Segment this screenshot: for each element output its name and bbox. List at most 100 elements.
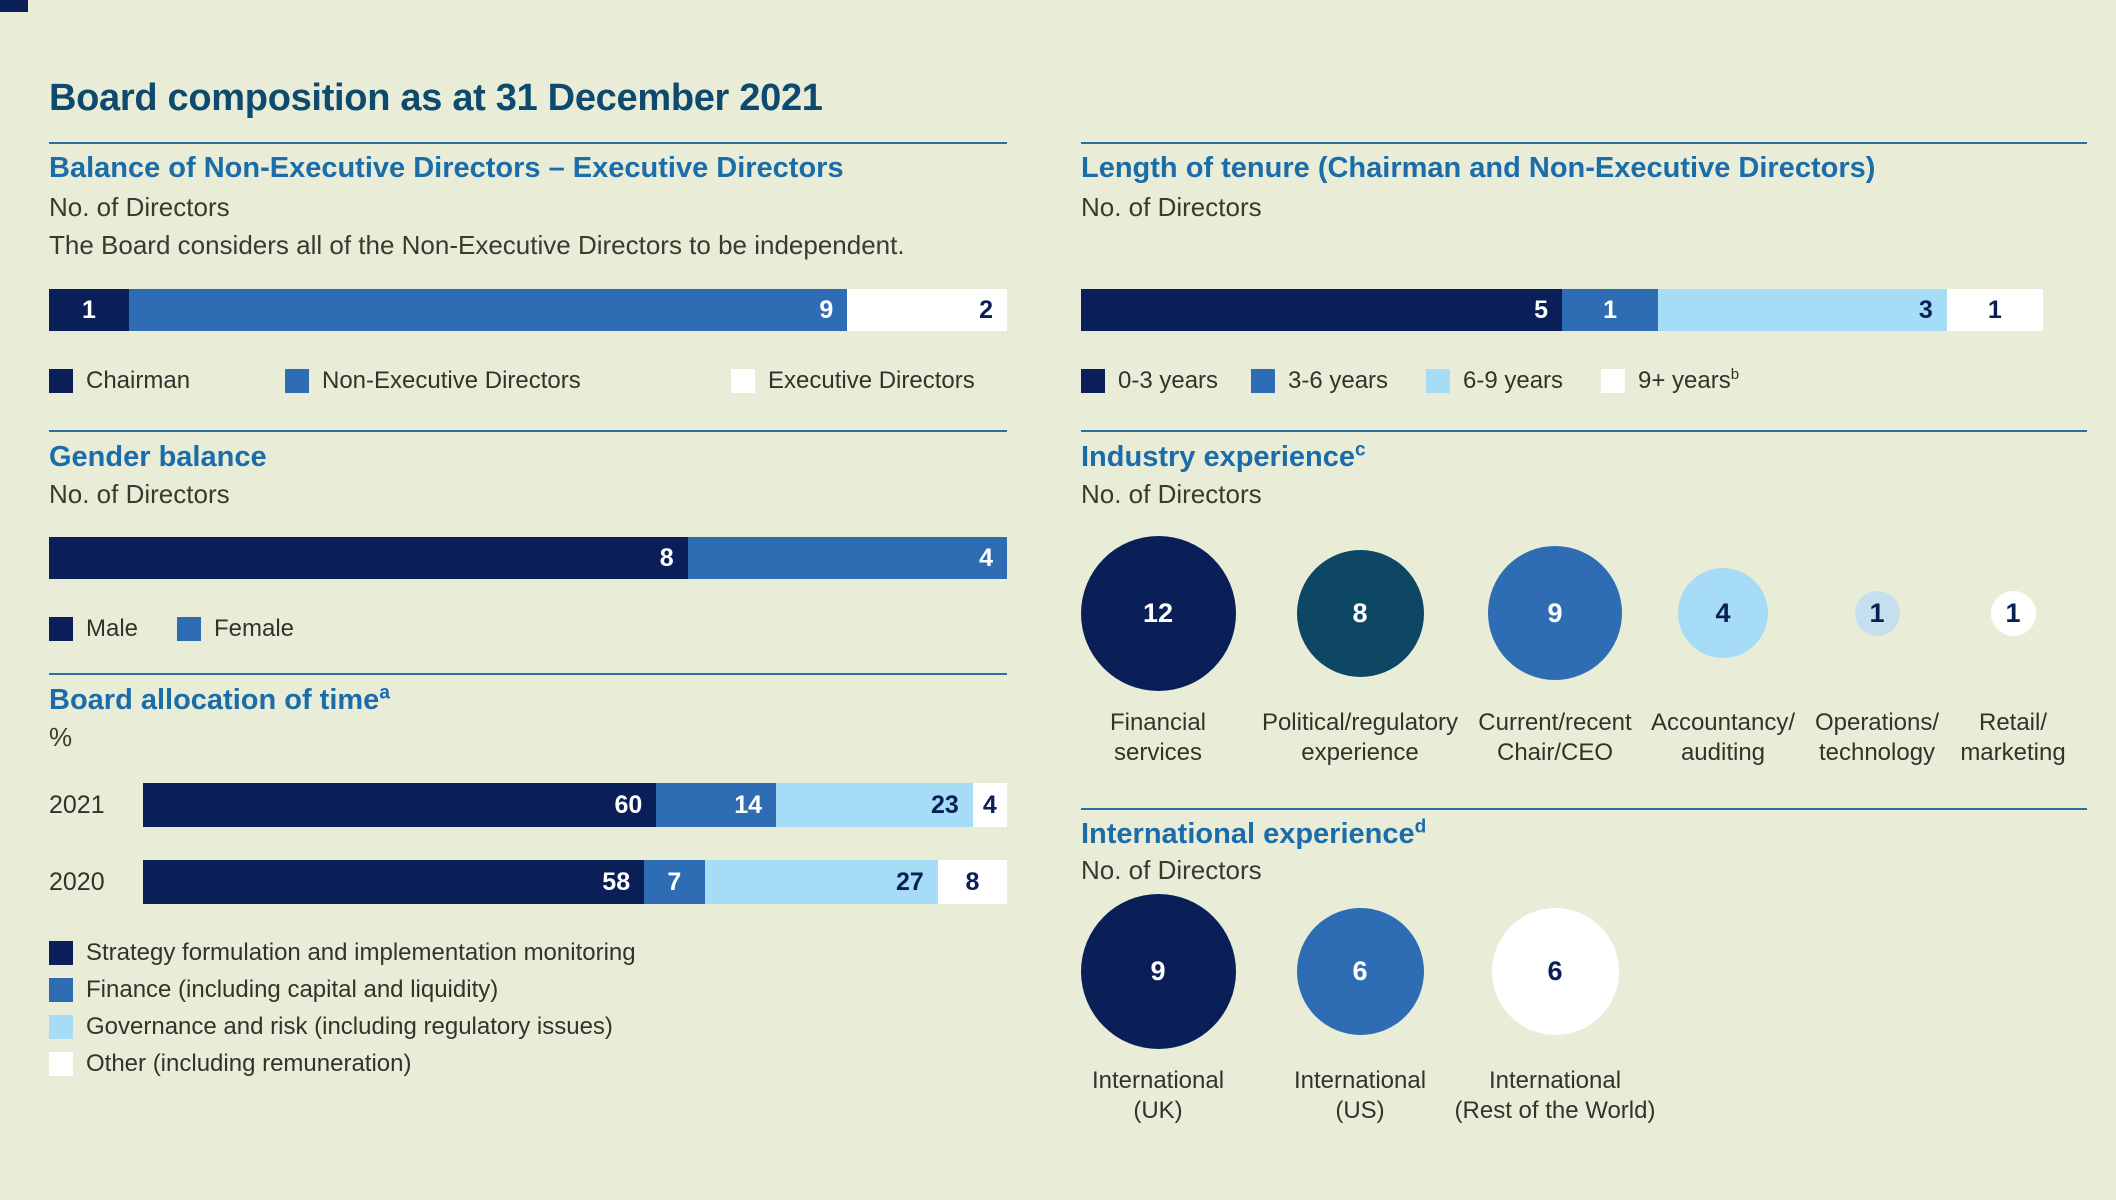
legend-swatch xyxy=(1251,369,1275,393)
balance-legend: Chairman Non-Executive Directors Executive… xyxy=(49,368,1007,394)
tenure-heading-text: Length of tenure (Chairman and Non-Execu… xyxy=(1081,152,1876,184)
bar-value: 4 xyxy=(979,543,993,572)
bar-segment-balance-Non-Executive Directors: 9 xyxy=(128,289,848,331)
balance-unit-label: No. of Directors xyxy=(49,192,230,222)
bar-segment-gender-Female: 4 xyxy=(687,537,1007,579)
divider xyxy=(49,142,1007,144)
legend-swatch xyxy=(49,978,73,1002)
legend-swatch xyxy=(49,1015,73,1039)
legend-item-3-6 years: 3-6 years xyxy=(1251,368,1388,394)
bubble-label-line: services xyxy=(1113,739,1203,766)
allocation-legend: Strategy formulation and implementation … xyxy=(49,940,1007,1088)
bubble-label-line: (US) xyxy=(1335,1097,1385,1124)
bubble-label-line: Current/recent xyxy=(1478,709,1632,736)
bar-segment-tenure-6-9 years: 3 xyxy=(1658,289,1947,331)
legend-item-Strategy formulation and implementation monitoring: Strategy formulation and implementation … xyxy=(49,940,1007,966)
legend-swatch xyxy=(49,369,73,393)
legend-swatch xyxy=(49,1052,73,1076)
bubble-value: 6 xyxy=(1547,955,1563,986)
bubble-label-line: marketing xyxy=(1960,739,2066,766)
bubble-label-line: Retail/ xyxy=(1978,709,2048,736)
bubble-label: Financial services xyxy=(998,708,1318,768)
legend-label: Executive Directors xyxy=(768,367,975,394)
bubble-label-line: Operations/ xyxy=(1814,709,1940,736)
bubble-label-line: auditing xyxy=(1680,739,1766,766)
bubble-label: Accountancy/auditing xyxy=(1563,708,1883,768)
bubble-label-line: technology xyxy=(1818,739,1936,766)
bar-segment-allocation-Finance (including capital and liquidity): 14 xyxy=(656,783,777,827)
legend-item-9+ years: 9+ yearsb xyxy=(1601,366,1740,394)
bar-value: 8 xyxy=(659,543,674,572)
bubble-International (Rest of the World): 6 xyxy=(1491,907,1619,1035)
bubble-value: 4 xyxy=(1715,597,1731,628)
bar-value: 7 xyxy=(667,867,682,896)
bar-value: 14 xyxy=(734,790,763,819)
bubble-value: 1 xyxy=(2005,597,2021,628)
bubble-Financial services: 12 xyxy=(1080,535,1236,691)
allocation-row-2021: 2021 60 14 23 4 xyxy=(49,783,1007,827)
bubble-Operations/technology: 1 xyxy=(1854,590,1900,636)
industry-unit-label: No. of Directors xyxy=(1081,479,1262,509)
legend-item-Chairman: Chairman xyxy=(49,368,190,394)
legend-item-6-9 years: 6-9 years xyxy=(1426,368,1563,394)
balance-stacked-bar: 1 9 2 xyxy=(49,289,1007,331)
legend-swatch xyxy=(731,369,755,393)
balance-note: The Board considers all of the Non-Execu… xyxy=(49,230,905,260)
legend-swatch xyxy=(49,941,73,965)
bar-value: 23 xyxy=(930,790,959,819)
legend-label: 6-9 years xyxy=(1463,367,1564,394)
legend-item-Other (including remuneration): Other (including remuneration) xyxy=(49,1051,1007,1077)
legend-label: Other (including remuneration) xyxy=(86,1050,412,1077)
divider xyxy=(49,430,1007,432)
legend-item-Governance and risk (including regulatory issues): Governance and risk (including regulator… xyxy=(49,1014,1007,1040)
bar-segment-tenure-0-3 years: 5 xyxy=(1081,289,1562,331)
industry-heading: Industry experiencec xyxy=(1081,439,1366,474)
bar-value: 1 xyxy=(1987,295,2002,324)
industry-heading-sup: c xyxy=(1355,439,1366,461)
bar-segment-allocation-Governance and risk (including regulatory issues): 27 xyxy=(704,860,938,904)
tenure-legend: 0-3 years 3-6 years 6-9 years 9+ yearsb xyxy=(1081,366,2087,394)
legend-sup: b xyxy=(1730,366,1740,383)
bar-segment-allocation-Other (including remuneration): 8 xyxy=(937,860,1007,904)
allocation-bar-2020: 58 7 27 8 xyxy=(143,860,1007,904)
legend-swatch xyxy=(1426,369,1450,393)
divider xyxy=(49,673,1007,675)
gender-unit-label: No. of Directors xyxy=(49,479,230,509)
bubble-label: Operations/technology xyxy=(1717,708,2037,768)
international-heading-text: International experience xyxy=(1081,818,1415,850)
bubble-value: 9 xyxy=(1150,955,1166,986)
international-bubble-chart: 9 International (UK) 6 International (US) 6 Int… xyxy=(1080,880,2087,1170)
legend-label: 9+ yearsb xyxy=(1638,366,1740,394)
bubble-label: Political/regulatory experience xyxy=(1200,708,1520,768)
bar-segment-allocation-Strategy formulation and implementation monitoring: 60 xyxy=(143,783,657,827)
legend-label: Strategy formulation and implementation … xyxy=(86,939,636,966)
international-heading-sup: d xyxy=(1414,816,1427,838)
bubble-label: Retail/marketing xyxy=(1853,708,2116,768)
tenure-unit-label: No. of Directors xyxy=(1081,192,1262,222)
bubble-Accountancy/auditing: 4 xyxy=(1678,568,1768,658)
legend-item-Male: Male xyxy=(49,616,138,642)
bar-value: 4 xyxy=(982,790,997,819)
legend-item-Finance (including capital and liquidity): Finance (including capital and liquidity… xyxy=(49,977,1007,1003)
legend-item-Executive Directors: Executive Directors xyxy=(731,368,975,394)
bar-value: 1 xyxy=(1603,295,1618,324)
balance-heading-text: Balance of Non-Executive Directors – Exe… xyxy=(49,152,844,184)
bar-segment-gender-Male: 8 xyxy=(49,537,688,579)
bubble-Current/recent Chair/CEO: 9 xyxy=(1488,546,1622,680)
legend-label: 3-6 years xyxy=(1288,367,1389,394)
year-label: 2020 xyxy=(49,867,105,896)
legend-swatch xyxy=(177,617,201,641)
legend-label: Male xyxy=(86,615,139,642)
allocation-unit-label: % xyxy=(49,722,73,752)
bubble-label-line: International xyxy=(1293,1067,1427,1094)
gender-legend: Male Female xyxy=(49,616,1007,642)
allocation-heading-sup: a xyxy=(379,682,390,704)
legend-label: Chairman xyxy=(86,367,191,394)
legend-label: Governance and risk (including regulator… xyxy=(86,1013,613,1040)
gender-heading-text: Gender balance xyxy=(49,441,267,473)
allocation-row-2020: 2020 58 7 27 8 xyxy=(49,860,1007,904)
bar-segment-allocation-Strategy formulation and implementation monitoring: 58 xyxy=(143,860,645,904)
bubble-label: International (US) xyxy=(1200,1066,1520,1126)
international-heading: International experienced xyxy=(1081,816,1427,851)
